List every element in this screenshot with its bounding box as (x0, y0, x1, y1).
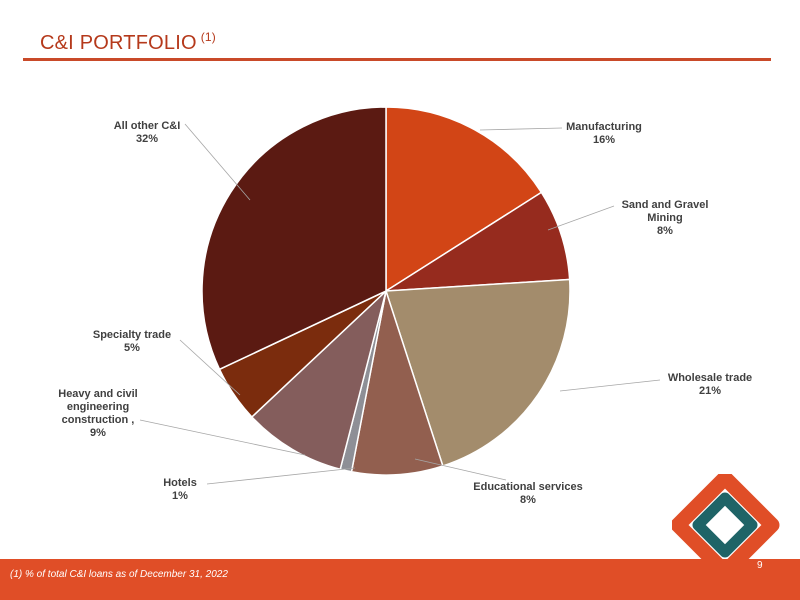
leader-line (206, 467, 356, 485)
leader-line (559, 379, 661, 392)
title-divider (23, 58, 771, 61)
slice-label: Sand and Gravel Mining 8% (622, 199, 709, 237)
pie-slice (250, 288, 388, 471)
leader-line (184, 123, 251, 201)
logo-inner-diamond (692, 492, 758, 558)
pie-slice (385, 106, 543, 293)
footer-bar (0, 559, 800, 600)
page-title: C&I PORTFOLIO (1) (40, 30, 216, 55)
slice-label: Hotels 1% (163, 477, 197, 502)
leader-line (547, 205, 615, 231)
leader-line (179, 339, 241, 396)
leader-line (479, 127, 563, 131)
pie-slice (350, 290, 444, 476)
pie-slice (201, 106, 387, 371)
pie-slice (385, 191, 571, 292)
logo-outer-diamond (672, 474, 780, 576)
slice-label: Manufacturing 16% (566, 121, 642, 146)
leader-line (414, 458, 507, 481)
slice-label: Heavy and civil engineering construction ,… (58, 388, 138, 439)
slice-label: All other C&I 32% (114, 120, 181, 145)
page-number: 9 (757, 560, 763, 571)
slice-label: Specialty trade 5% (93, 329, 171, 354)
footnote: (1) % of total C&I loans as of December … (10, 569, 228, 580)
pie-slice (384, 278, 571, 467)
leader-line (139, 419, 306, 456)
slice-label: Educational services 8% (473, 481, 582, 506)
pie-chart: Manufacturing 16% Sand and Gravel Mining 8% W… (58, 106, 752, 506)
title-text: C&I PORTFOLIO (40, 32, 197, 54)
slice-label: Wholesale trade 21% (668, 372, 752, 397)
title-footnote-ref: (1) (200, 30, 216, 44)
